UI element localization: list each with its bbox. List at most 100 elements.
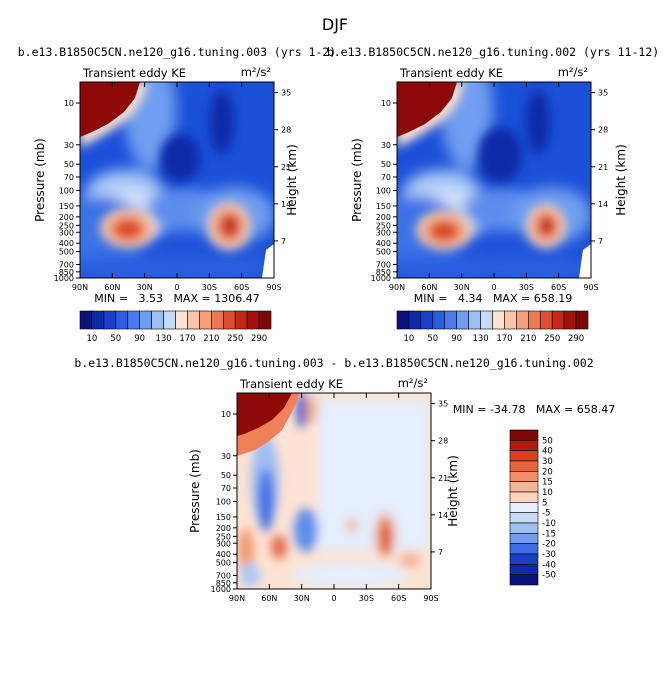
panel-b-colorbar-label: 250 [544, 334, 560, 344]
panel-a-y-tick-label: 10 [64, 99, 74, 108]
panel-b-left-label: Transient eddy KE [399, 66, 503, 80]
panel-c-colorbar-box [509, 429, 539, 441]
panel-a-colorbar-label: 130 [155, 334, 171, 344]
panel-b-colorbar-label: 290 [568, 334, 584, 344]
panel-b-x-tick-label: 30S [519, 283, 534, 292]
panel-c-colorbar-box [509, 543, 539, 555]
panel-c-colorbar-label: -5 [542, 509, 550, 519]
panel-c-ticks: 90N 60N 30N 0 30S 60S 90S103050701001502002503… [211, 393, 448, 603]
panel-b-colorbar-label: 210 [520, 334, 536, 344]
panel-b-y-tick-label: 1000 [371, 274, 391, 283]
panel-a-x-tick-label: 90S [266, 283, 281, 292]
panel-a-ylabel-right: Height (km) [285, 144, 299, 215]
panel-b-colorbar-box [444, 310, 457, 330]
panel-b-x-tick-label: 0 [491, 283, 496, 292]
panel-c-y-tick-label: 300 [216, 539, 231, 548]
panel-b-x-tick-label: 60S [551, 283, 566, 292]
panel-c-ylabel: Pressure (mb) [188, 449, 202, 533]
panel-a-colorbar-box [79, 310, 93, 330]
panel-b-y-tick-label: 400 [376, 239, 391, 248]
panel-c-colorbar-label: -15 [542, 529, 556, 539]
panel-a-x-tick-label: 60N [104, 283, 120, 292]
panel-a-colorbar-box [175, 310, 188, 330]
panel-a-y-tick-right-label: 35 [281, 89, 291, 98]
panel-a-y-tick-right-label: 21 [281, 163, 291, 172]
panel-b-colorbar: 10 50 90 130 170 210 250 290 [396, 310, 589, 344]
panel-b-colorbar-box [575, 310, 589, 330]
panel-c-colorbar-box [509, 460, 539, 472]
panel-a-colorbar-box [199, 310, 212, 330]
panel-b-colorbar-box [396, 310, 410, 330]
panel-a-colorbar-box [211, 310, 224, 330]
panel-b-colorbar-box [420, 310, 434, 330]
panel-a-y-tick-label: 70 [64, 173, 74, 182]
panel-a-colorbar: 10 50 90 130 170 210 250 290 [79, 310, 272, 344]
panel-c-units: m²/s² [398, 376, 428, 390]
panel-a-y-tick-right-label: 14 [281, 200, 291, 209]
panel-b-y-tick-label: 850 [376, 268, 391, 277]
panel-c-colorbar-label: 30 [542, 457, 553, 467]
panel-a-title: b.e13.B1850C5CN.ne120_g16.tuning.003 (yr… [18, 45, 337, 59]
panel-b-y-tick-label: 300 [376, 228, 391, 237]
panel-b-y-tick-right-label: 14 [598, 200, 608, 209]
panel-a-ylabel: Pressure (mb) [33, 138, 47, 222]
panel-b-y-tick-label: 70 [381, 173, 391, 182]
panel-b-colorbar-label: 10 [404, 334, 415, 344]
panel-b-x-tick-label: 90N [389, 283, 405, 292]
panel-a-y-tick-label: 500 [59, 248, 74, 257]
panel-a-y-tick-label: 700 [59, 260, 74, 269]
panel-a-field [80, 82, 274, 278]
panel-a-y-tick-right-label: 28 [281, 126, 291, 135]
panel-b-y-tick-label: 150 [376, 202, 391, 211]
panel-c-ylabel-right: Height (km) [446, 455, 460, 526]
panel-b-ylabel: Pressure (mb) [350, 138, 364, 222]
panel-c-colorbar-box [509, 512, 539, 524]
panel-b-colorbar-box [456, 310, 469, 330]
panel-a-y-tick-label: 50 [64, 160, 74, 169]
panel-c-x-tick-label: 30S [359, 594, 374, 603]
panel-a-colorbar-label: 50 [110, 334, 121, 344]
panel-b-colorbar-box [408, 310, 422, 330]
panel-c-colorbar-box [509, 574, 539, 586]
panel-b-stats: MIN = 4.34 MAX = 658.19 [414, 292, 572, 305]
panel-c-colorbar-label: -50 [542, 571, 556, 581]
panel-c-colorbar-box [509, 553, 539, 565]
panel-b-colorbar-box [432, 310, 446, 330]
panel-b-colorbar-box [528, 310, 541, 330]
panel-c-y-tick-right-label: 35 [438, 400, 448, 409]
panel-b-y-tick-right-label: 28 [598, 126, 608, 135]
panel-c-y-tick-label: 70 [221, 484, 231, 493]
panel-a-y-tick-label: 100 [59, 187, 74, 196]
panel-c-colorbar-box [509, 481, 539, 493]
panel-b-x-tick-label: 90S [583, 283, 598, 292]
panel-a-colorbar-box [163, 310, 176, 330]
panel-b-colorbar-label: 130 [472, 334, 488, 344]
panel-a-colorbar-box [115, 310, 129, 330]
panel-c-field [237, 393, 431, 589]
panel-a-colorbar-box [234, 310, 248, 330]
panel-c-y-tick-label: 10 [221, 410, 231, 419]
panel-b-colorbar-label: 170 [496, 334, 512, 344]
panel-a-colorbar-box [187, 310, 200, 330]
panel-a-y-tick-label: 850 [59, 268, 74, 277]
panel-c-colorbar-box [509, 502, 539, 513]
panel-c-y-tick-label: 50 [221, 471, 231, 480]
panel-c-colorbar-label: -20 [542, 540, 556, 550]
panel-c-colorbar-box [509, 564, 539, 575]
panel-c-y-tick-right-label: 7 [438, 548, 443, 557]
panel-b-y-tick-label: 250 [376, 221, 391, 230]
panel-c-stats: MIN = -34.78 MAX = 658.47 [453, 403, 615, 416]
panel-b-y-tick-label: 200 [376, 213, 391, 222]
panel-c-y-tick-right-label: 14 [438, 511, 448, 520]
panel-b-y-tick-right-label: 7 [598, 237, 603, 246]
panel-a-colorbar-label: 290 [251, 334, 267, 344]
panel-a-colorbar-label: 250 [227, 334, 243, 344]
panel-a: b.e13.B1850C5CN.ne120_g16.tuning.003 (yr… [18, 45, 337, 344]
panel-b-colorbar-label: 50 [427, 334, 438, 344]
panel-c-colorbar-label: 50 [542, 436, 553, 446]
panel-b-ticks: 90N 60N 30N 0 30S 60S 90S103050701001502002503… [371, 82, 608, 292]
panel-b-y-tick-label: 10 [381, 99, 391, 108]
panel-a-x-tick-label: 90N [72, 283, 88, 292]
panel-a-y-tick-label: 200 [59, 213, 74, 222]
